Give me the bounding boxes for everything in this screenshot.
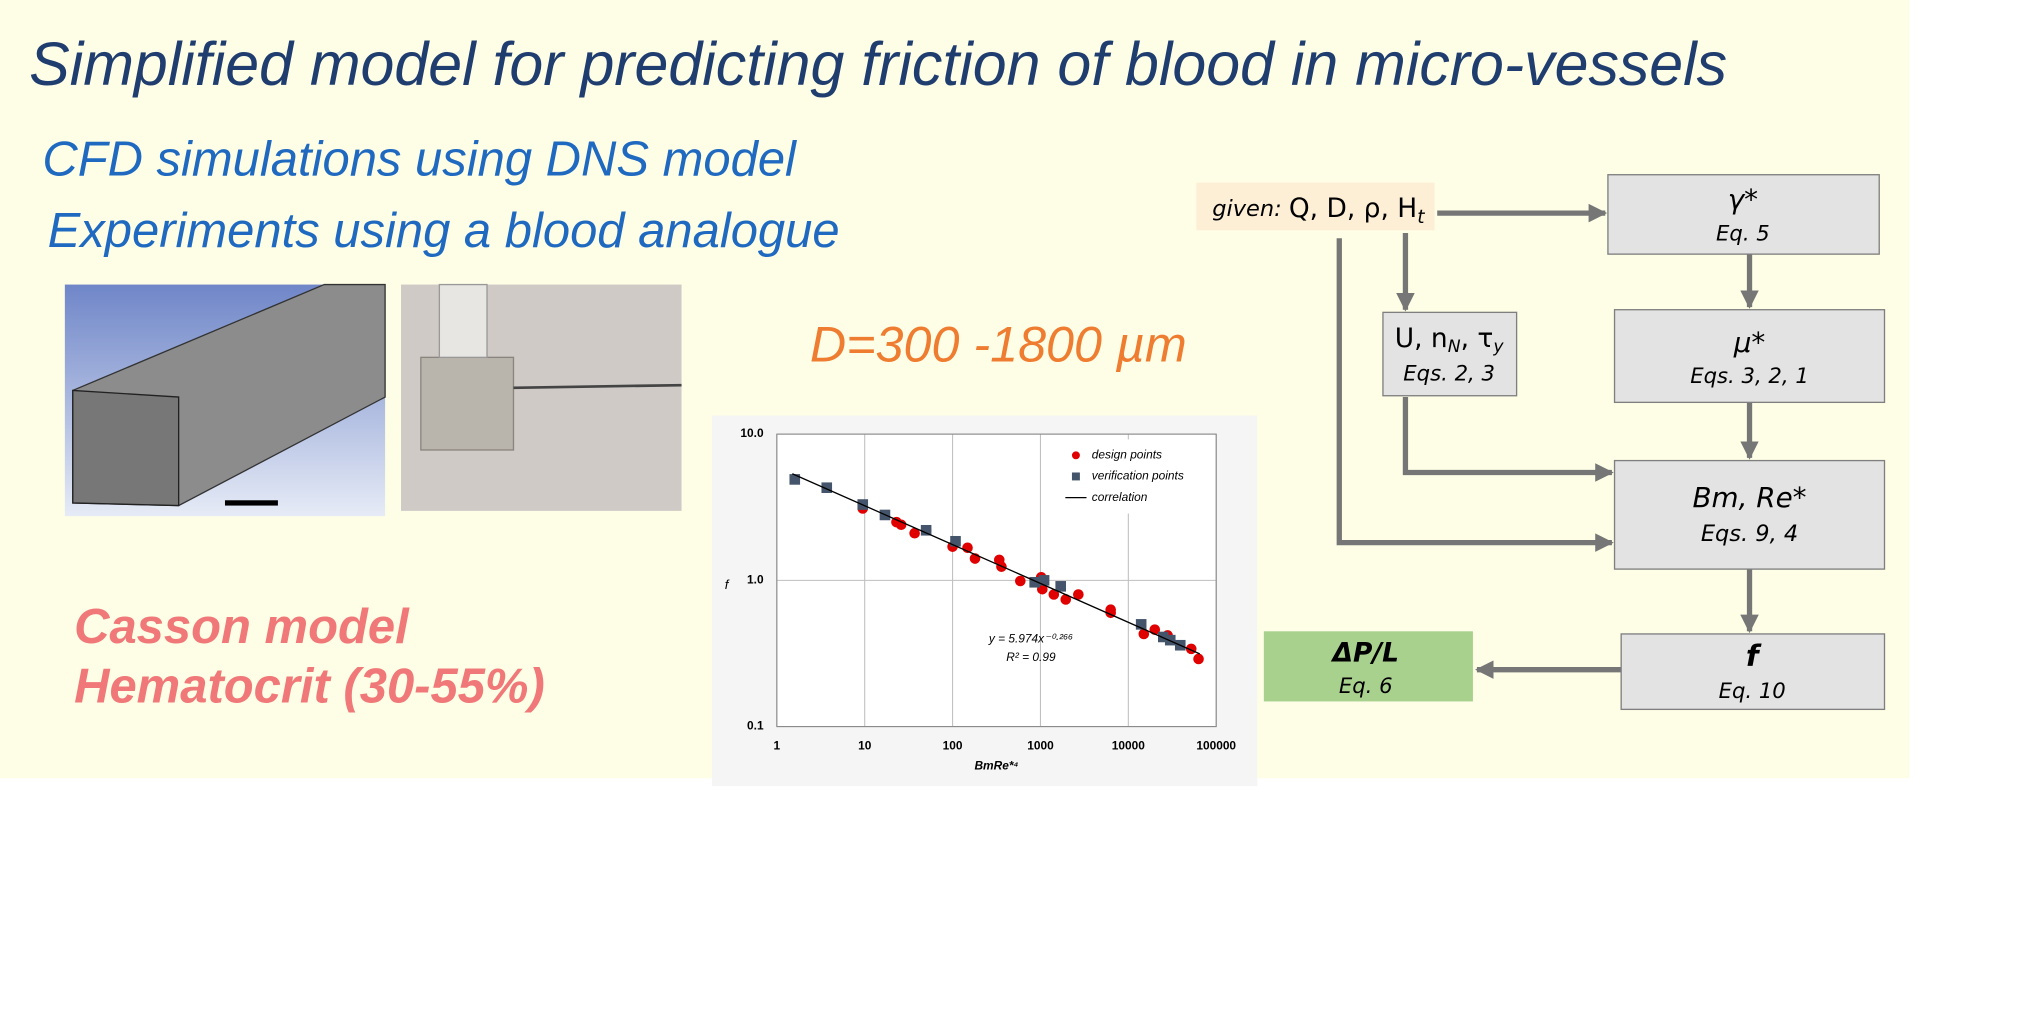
x-tick-label: 100 [943, 739, 963, 753]
annotation: R² = 0.99 [1006, 650, 1056, 664]
x-tick-label: 1 [774, 739, 781, 753]
verification-point [1029, 576, 1040, 588]
node-eq: Eq. 5 [1716, 220, 1770, 245]
verification-point [950, 535, 961, 547]
verification-point [1158, 631, 1169, 643]
x-tick-label: 10 [858, 739, 872, 753]
f-box [1620, 633, 1886, 711]
node-eq: Eqs. 2, 3 [1403, 361, 1495, 386]
verification-point [920, 524, 932, 536]
given-box [1196, 182, 1435, 231]
verification-point [789, 474, 801, 485]
verification-point [1135, 619, 1147, 630]
verification-point [1038, 575, 1050, 586]
plot-border [776, 433, 1217, 728]
annotation: y = 5.974x⁻⁰·²⁶⁶ [988, 631, 1073, 645]
design-point [1048, 589, 1060, 600]
arrow [1336, 238, 1614, 552]
arrow [1402, 397, 1614, 482]
y-axis-label: f [725, 577, 730, 592]
mu-box [1613, 309, 1886, 404]
correlation-line [792, 473, 1201, 655]
design-point [1138, 628, 1150, 640]
legend-label: verification points [1092, 469, 1184, 483]
node-eq: Eqs. 9, 4 [1701, 521, 1798, 547]
x-tick-label: 10000 [1112, 739, 1145, 753]
verification-point [821, 482, 833, 494]
flowchart: given: Q, D, ρ, Ht γ* Eq. 5 U, nN, τy Eq… [1196, 174, 1886, 711]
model-text: Hematocrit (30-55%) [74, 659, 545, 713]
y-tick-label: 0.1 [747, 719, 764, 733]
node-label: Bm, Re* [1692, 481, 1806, 514]
legend-marker [1071, 451, 1080, 460]
bullet: CFD simulations using DNS model [42, 133, 797, 187]
legend-label: correlation [1092, 490, 1148, 504]
x-axis-label: BmRe*⁴ [974, 758, 1018, 772]
mesh-image [64, 283, 386, 517]
gamma-box [1607, 174, 1880, 255]
slide-title: Simplified model for predicting friction… [29, 30, 1727, 98]
node-label: U, nN, τy [1395, 322, 1505, 356]
given-text: given: Q, D, ρ, Ht [1212, 193, 1425, 228]
design-point [1073, 589, 1084, 600]
design-point [909, 527, 920, 539]
legend-marker [1071, 472, 1080, 481]
design-point [1060, 594, 1072, 605]
y-tick-label: 10.0 [740, 426, 764, 440]
model-text: Casson model [74, 600, 410, 654]
node-eq: Eq. 6 [1339, 673, 1393, 698]
u-box [1382, 311, 1518, 397]
x-tick-label: 1000 [1027, 739, 1054, 753]
legend-label: design points [1092, 447, 1162, 461]
node-label: γ* [1728, 183, 1758, 216]
chart: 1 10 100 1000 10000 100000 0.1 1.0 10.0 BmRe*⁴ f y … [711, 415, 1258, 787]
design-point [895, 519, 907, 531]
diameter-range: D=300 -1800 µm [810, 315, 1187, 372]
photo-image [400, 283, 682, 511]
design-point [1015, 575, 1026, 587]
verification-point [1055, 581, 1066, 592]
bullet: Experiments using a blood analogue [48, 204, 840, 258]
legend-box [1060, 439, 1206, 514]
node-label: f [1746, 639, 1762, 673]
node-eq: Eq. 10 [1719, 678, 1786, 703]
node-label: μ* [1733, 326, 1766, 359]
bm-box [1613, 459, 1886, 570]
y-tick-label: 1.0 [747, 572, 764, 586]
dp-box [1263, 631, 1473, 702]
x-tick-label: 100000 [1196, 739, 1236, 753]
design-point [1193, 653, 1204, 665]
node-label: ΔP/L [1331, 637, 1399, 668]
node-eq: Eqs. 3, 2, 1 [1690, 363, 1809, 388]
